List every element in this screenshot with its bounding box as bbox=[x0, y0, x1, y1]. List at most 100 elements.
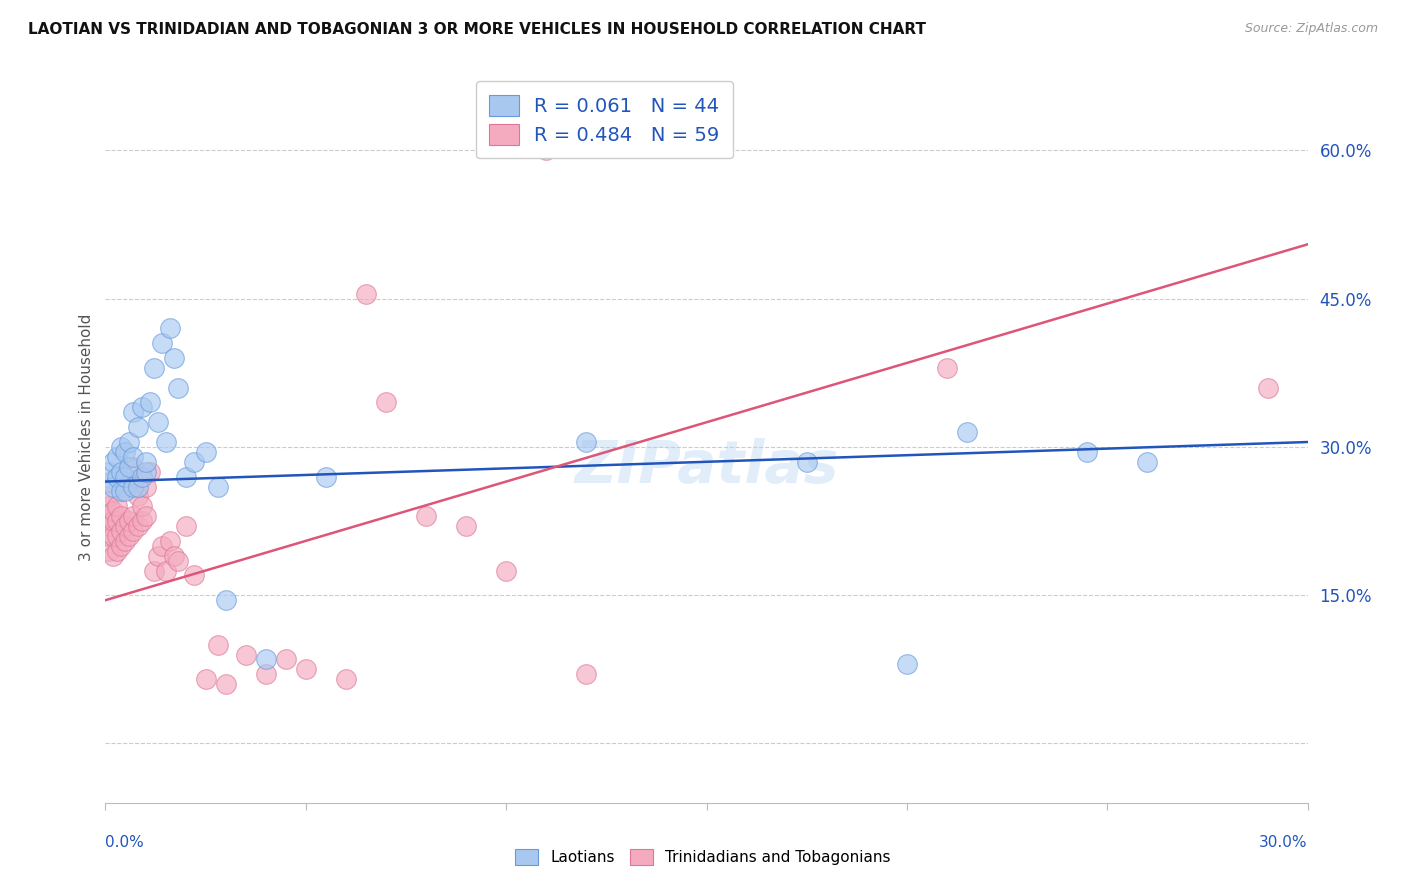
Point bbox=[135, 479, 157, 493]
Point bbox=[98, 465, 121, 479]
Point bbox=[103, 455, 125, 469]
Point bbox=[166, 381, 188, 395]
Point bbox=[127, 489, 149, 503]
Point bbox=[1257, 381, 1279, 395]
Point bbox=[107, 450, 129, 464]
Point bbox=[146, 549, 169, 563]
Point bbox=[118, 475, 141, 489]
Point bbox=[138, 395, 160, 409]
Point bbox=[295, 662, 318, 676]
Point bbox=[335, 672, 357, 686]
Point bbox=[118, 435, 141, 450]
Point bbox=[118, 529, 141, 543]
Point bbox=[936, 360, 959, 375]
Point bbox=[575, 435, 598, 450]
Point bbox=[174, 469, 197, 483]
Point bbox=[118, 514, 141, 528]
Point bbox=[146, 415, 169, 429]
Point bbox=[354, 286, 377, 301]
Point bbox=[194, 672, 217, 686]
Point bbox=[103, 514, 125, 528]
Point bbox=[107, 500, 129, 514]
Point bbox=[415, 509, 437, 524]
Point bbox=[166, 554, 188, 568]
Point bbox=[103, 549, 125, 563]
Point bbox=[1076, 445, 1098, 459]
Point bbox=[122, 450, 145, 464]
Point bbox=[207, 479, 229, 493]
Point bbox=[1136, 455, 1159, 469]
Point bbox=[214, 677, 236, 691]
Point bbox=[207, 638, 229, 652]
Y-axis label: 3 or more Vehicles in Household: 3 or more Vehicles in Household bbox=[79, 313, 94, 561]
Legend: Laotians, Trinidadians and Tobagonians: Laotians, Trinidadians and Tobagonians bbox=[509, 843, 897, 871]
Point bbox=[194, 445, 217, 459]
Point bbox=[131, 500, 153, 514]
Point bbox=[103, 479, 125, 493]
Point bbox=[534, 144, 557, 158]
Point bbox=[107, 543, 129, 558]
Point bbox=[131, 514, 153, 528]
Point bbox=[110, 484, 132, 499]
Point bbox=[315, 469, 337, 483]
Text: Source: ZipAtlas.com: Source: ZipAtlas.com bbox=[1244, 22, 1378, 36]
Point bbox=[107, 514, 129, 528]
Point bbox=[135, 455, 157, 469]
Point bbox=[159, 321, 181, 335]
Legend: R = 0.061   N = 44, R = 0.484   N = 59: R = 0.061 N = 44, R = 0.484 N = 59 bbox=[475, 81, 733, 159]
Point bbox=[274, 652, 297, 666]
Point bbox=[110, 465, 132, 479]
Point bbox=[131, 401, 153, 415]
Point bbox=[162, 549, 184, 563]
Point bbox=[127, 519, 149, 533]
Point bbox=[127, 479, 149, 493]
Point bbox=[214, 593, 236, 607]
Point bbox=[114, 484, 136, 499]
Point bbox=[122, 405, 145, 419]
Point bbox=[98, 509, 121, 524]
Point bbox=[98, 489, 121, 503]
Point bbox=[98, 529, 121, 543]
Point bbox=[122, 459, 145, 474]
Point bbox=[103, 529, 125, 543]
Point bbox=[118, 459, 141, 474]
Point bbox=[131, 469, 153, 483]
Point bbox=[110, 524, 132, 538]
Point bbox=[114, 533, 136, 548]
Point bbox=[114, 445, 136, 459]
Point bbox=[98, 475, 121, 489]
Text: LAOTIAN VS TRINIDADIAN AND TOBAGONIAN 3 OR MORE VEHICLES IN HOUSEHOLD CORRELATIO: LAOTIAN VS TRINIDADIAN AND TOBAGONIAN 3 … bbox=[28, 22, 927, 37]
Point bbox=[159, 533, 181, 548]
Text: 30.0%: 30.0% bbox=[1260, 836, 1308, 850]
Point bbox=[98, 543, 121, 558]
Point bbox=[174, 519, 197, 533]
Point bbox=[956, 425, 979, 439]
Point bbox=[183, 455, 205, 469]
Point bbox=[150, 539, 173, 553]
Text: 0.0%: 0.0% bbox=[105, 836, 145, 850]
Point bbox=[110, 440, 132, 454]
Point bbox=[110, 509, 132, 524]
Point bbox=[495, 564, 517, 578]
Point bbox=[122, 524, 145, 538]
Point bbox=[114, 479, 136, 493]
Point bbox=[183, 568, 205, 582]
Point bbox=[114, 519, 136, 533]
Point bbox=[98, 500, 121, 514]
Point bbox=[575, 667, 598, 681]
Point bbox=[135, 465, 157, 479]
Point bbox=[110, 539, 132, 553]
Point bbox=[142, 564, 165, 578]
Point bbox=[114, 469, 136, 483]
Point bbox=[454, 519, 477, 533]
Point bbox=[122, 479, 145, 493]
Point bbox=[107, 469, 129, 483]
Point bbox=[374, 395, 398, 409]
Text: ZIPatlas: ZIPatlas bbox=[574, 438, 839, 495]
Point bbox=[98, 519, 121, 533]
Point bbox=[155, 564, 177, 578]
Point bbox=[122, 509, 145, 524]
Point bbox=[138, 465, 160, 479]
Point bbox=[254, 652, 277, 666]
Point bbox=[135, 509, 157, 524]
